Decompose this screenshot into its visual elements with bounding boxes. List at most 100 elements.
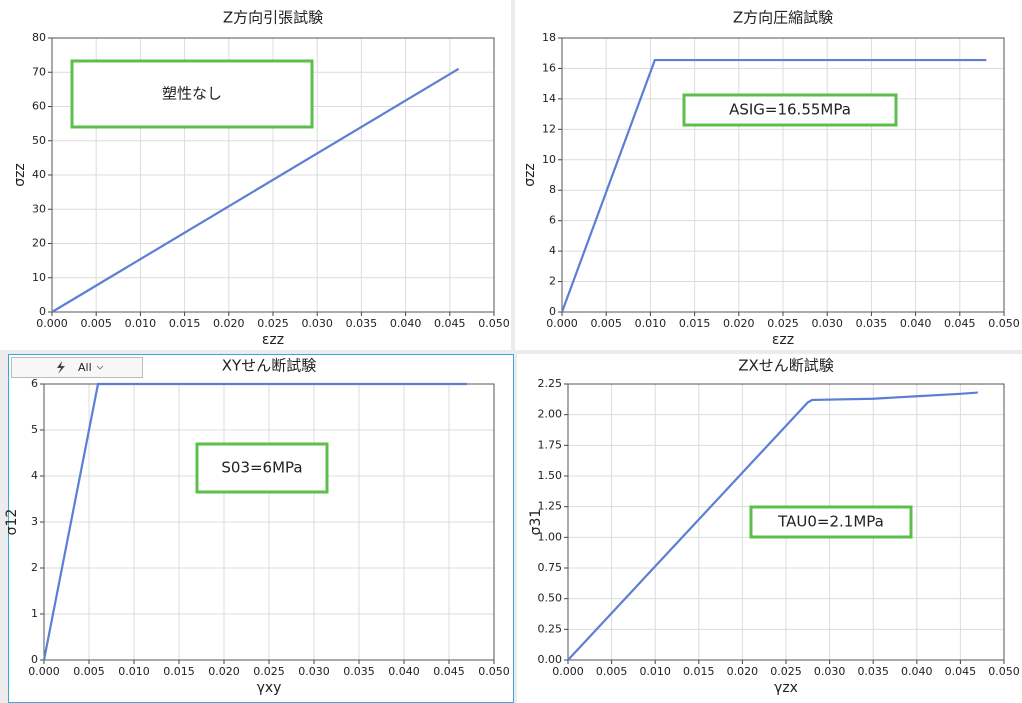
y-tick-label: 0.25 bbox=[538, 622, 563, 635]
y-tick-label: 6 bbox=[549, 214, 556, 227]
annotation: S03=6MPa bbox=[221, 459, 302, 477]
x-tick-label: 0.010 bbox=[125, 317, 157, 330]
y-axis-label: σzz bbox=[12, 163, 28, 187]
y-tick-label: 16 bbox=[542, 61, 556, 74]
x-tick-label: 0.000 bbox=[552, 665, 584, 678]
annotation-box bbox=[749, 505, 913, 539]
toolbar-label[interactable]: All bbox=[78, 361, 92, 374]
dropdown-chevron bbox=[96, 365, 104, 370]
x-tick-label: 0.050 bbox=[478, 317, 510, 330]
y-tick-label: 10 bbox=[542, 153, 556, 166]
y-tick-label: 70 bbox=[32, 65, 46, 78]
x-tick-label: 0.050 bbox=[478, 665, 510, 678]
x-tick-label: 0.000 bbox=[546, 317, 578, 330]
plot-frame bbox=[51, 37, 495, 313]
x-tick-label: 0.005 bbox=[80, 317, 112, 330]
annotation-box bbox=[195, 442, 329, 494]
y-tick-label: 40 bbox=[32, 168, 46, 181]
x-tick-label: 0.040 bbox=[901, 665, 933, 678]
x-tick-label: 0.045 bbox=[944, 317, 976, 330]
y-tick-label: 0.00 bbox=[538, 653, 563, 666]
x-tick-label: 0.025 bbox=[770, 665, 802, 678]
x-tick-label: 0.010 bbox=[118, 665, 150, 678]
x-tick-label: 0.045 bbox=[433, 665, 465, 678]
data-line bbox=[567, 391, 978, 661]
y-axis-label: σ31 bbox=[528, 509, 544, 536]
y-tick-label: 10 bbox=[32, 271, 46, 284]
x-tick-label: 0.015 bbox=[679, 317, 711, 330]
y-tick-label: 0 bbox=[31, 653, 38, 666]
panel bbox=[515, 0, 1022, 350]
y-tick-label: 2 bbox=[31, 561, 38, 574]
chart-title: Z方向引張試験 bbox=[223, 9, 323, 27]
x-axis-label: γxy bbox=[257, 680, 282, 696]
x-tick-label: 0.000 bbox=[36, 317, 68, 330]
y-tick-label: 18 bbox=[542, 31, 556, 44]
x-tick-label: 0.030 bbox=[301, 317, 333, 330]
x-tick-label: 0.025 bbox=[257, 317, 289, 330]
data-line bbox=[560, 58, 987, 313]
x-tick-label: 0.025 bbox=[767, 317, 799, 330]
toolbar[interactable]: All bbox=[11, 357, 143, 378]
y-axis-label: σ12 bbox=[4, 509, 20, 536]
y-tick-label: 2.00 bbox=[538, 408, 563, 421]
x-tick-label: 0.035 bbox=[857, 665, 889, 678]
x-tick-label: 0.035 bbox=[856, 317, 888, 330]
x-tick-label: 0.005 bbox=[73, 665, 105, 678]
y-tick-label: 50 bbox=[32, 134, 46, 147]
annotation-box bbox=[682, 93, 898, 127]
x-tick-label: 0.030 bbox=[298, 665, 330, 678]
annotation: 塑性なし bbox=[162, 85, 222, 103]
x-tick-label: 0.020 bbox=[208, 665, 240, 678]
y-tick-label: 1.25 bbox=[538, 500, 563, 513]
x-tick-label: 0.040 bbox=[900, 317, 932, 330]
x-tick-label: 0.005 bbox=[590, 317, 622, 330]
x-tick-label: 0.030 bbox=[814, 665, 846, 678]
y-tick-label: 4 bbox=[31, 469, 38, 482]
x-tick-label: 0.035 bbox=[343, 665, 375, 678]
y-tick-label: 1.75 bbox=[538, 438, 563, 451]
chart-title: Z方向圧縮試験 bbox=[733, 9, 833, 27]
y-tick-label: 8 bbox=[549, 183, 556, 196]
annotation-box bbox=[70, 59, 314, 129]
x-axis-label: εzz bbox=[262, 332, 284, 348]
plot-frame bbox=[567, 383, 1005, 661]
x-axis-label: εzz bbox=[772, 332, 794, 348]
x-tick-label: 0.020 bbox=[723, 317, 755, 330]
x-tick-label: 0.000 bbox=[28, 665, 60, 678]
x-tick-label: 0.050 bbox=[988, 317, 1020, 330]
x-tick-label: 0.050 bbox=[988, 665, 1020, 678]
x-tick-label: 0.005 bbox=[596, 665, 628, 678]
x-tick-label: 0.040 bbox=[390, 317, 422, 330]
y-tick-label: 3 bbox=[31, 515, 38, 528]
x-tick-label: 0.010 bbox=[639, 665, 671, 678]
y-tick-label: 80 bbox=[32, 31, 46, 44]
y-tick-label: 5 bbox=[31, 423, 38, 436]
filter-icon bbox=[57, 361, 65, 374]
toolbar-button[interactable] bbox=[11, 357, 143, 378]
x-tick-label: 0.010 bbox=[635, 317, 667, 330]
x-tick-label: 0.015 bbox=[683, 665, 715, 678]
y-tick-label: 0 bbox=[39, 305, 46, 318]
x-tick-label: 0.040 bbox=[388, 665, 420, 678]
y-tick-label: 6 bbox=[31, 377, 38, 390]
x-axis-label: γzx bbox=[774, 680, 798, 696]
chart-title: ZXせん断試験 bbox=[738, 357, 834, 375]
y-tick-label: 0.75 bbox=[538, 561, 563, 574]
x-tick-label: 0.015 bbox=[163, 665, 195, 678]
x-tick-label: 0.020 bbox=[727, 665, 759, 678]
y-tick-label: 12 bbox=[542, 122, 556, 135]
y-tick-label: 1 bbox=[31, 607, 38, 620]
y-tick-label: 0 bbox=[549, 305, 556, 318]
plot-frame bbox=[561, 37, 1005, 313]
y-tick-label: 2.25 bbox=[538, 377, 563, 390]
data-line bbox=[51, 67, 460, 313]
x-tick-label: 0.015 bbox=[169, 317, 201, 330]
panel-selected bbox=[8, 354, 514, 703]
y-tick-label: 2 bbox=[549, 275, 556, 288]
y-tick-label: 14 bbox=[542, 92, 556, 105]
chart-title: XYせん断試験 bbox=[222, 357, 316, 375]
data-line bbox=[42, 382, 467, 661]
